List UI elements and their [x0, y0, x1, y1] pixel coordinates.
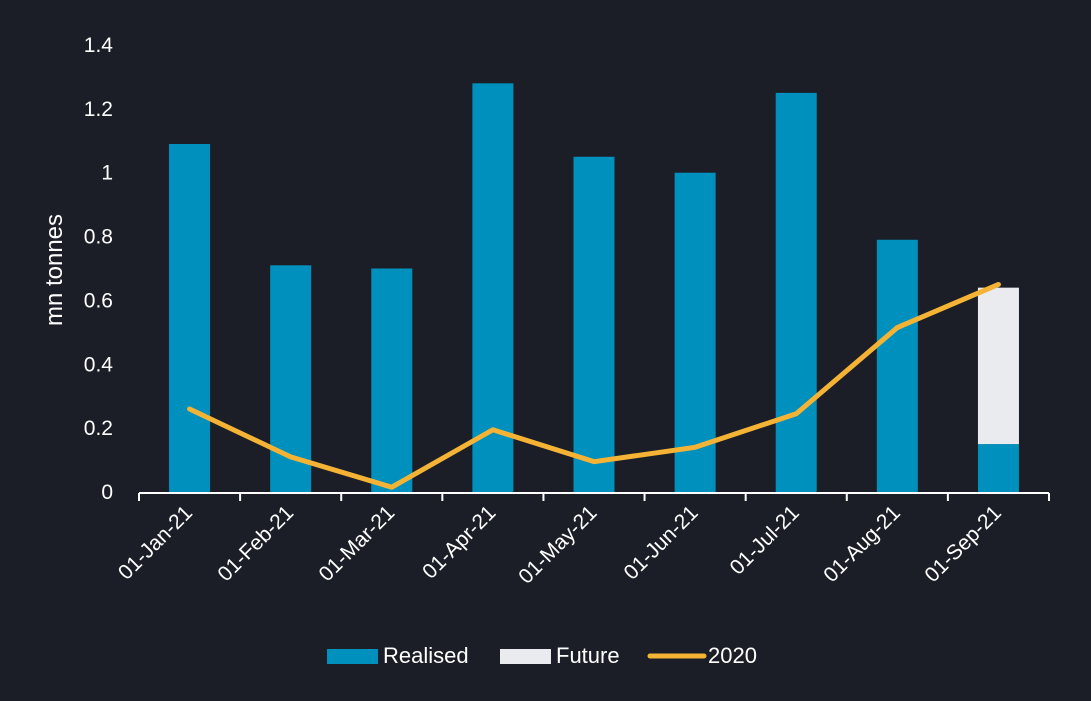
- y-tick-label: 0.6: [84, 289, 113, 312]
- y-tick-label: 0: [101, 481, 113, 504]
- bar-realised-01-Jul-21: [775, 92, 817, 493]
- bar-realised-01-May-21: [573, 156, 615, 492]
- legend-swatch-realised: [327, 649, 378, 664]
- bar-realised-01-Aug-21: [876, 239, 918, 492]
- x-tick-label: 01-Sep-21: [920, 501, 1006, 587]
- bar-future-01-Sep-21: [977, 287, 1019, 445]
- y-axis-tick-labels: 0 0.2 0.4 0.6 0.8 1 1.2 1.4: [84, 34, 114, 504]
- line-2020: [187, 281, 1001, 490]
- y-tick-label: 1: [101, 162, 113, 185]
- bar-realised-01-Apr-21: [472, 83, 514, 493]
- x-tick-label: 01-Jun-21: [620, 501, 703, 584]
- legend-label: Future: [556, 643, 620, 668]
- x-tick-label: 01-Mar-21: [315, 501, 400, 586]
- y-axis-title: mn tonnes: [41, 214, 68, 326]
- x-tick-label: 01-Feb-21: [213, 501, 298, 586]
- x-tick-label: 01-Apr-21: [418, 501, 500, 583]
- x-axis: [138, 492, 1050, 501]
- x-tick-label: 01-Jan-21: [114, 501, 197, 584]
- x-tick-label: 01-Jul-21: [726, 501, 804, 579]
- bar-realised-01-Jun-21: [674, 172, 716, 492]
- bars: [169, 83, 1019, 493]
- x-tick-label: 01-May-21: [514, 501, 601, 588]
- bar-realised-01-Sep-21: [977, 444, 1019, 492]
- x-tick-label: 01-Aug-21: [819, 501, 905, 587]
- y-tick-label: 0.2: [84, 417, 113, 440]
- line-series: [187, 281, 1001, 490]
- legend-swatch-future: [500, 649, 551, 664]
- legend-label: Realised: [383, 643, 469, 668]
- x-axis-tick-labels: 01-Jan-21 01-Feb-21 01-Mar-21 01-Apr-21 01-M…: [114, 501, 1006, 588]
- legend: Realised Future 2020: [327, 643, 757, 668]
- y-tick-label: 1.2: [84, 98, 113, 121]
- bar-realised-01-Mar-21: [371, 268, 413, 492]
- legend-label: 2020: [708, 643, 757, 668]
- y-tick-label: 0.8: [84, 226, 113, 249]
- y-tick-label: 0.4: [84, 353, 114, 376]
- y-tick-label: 1.4: [84, 34, 114, 57]
- bar-realised-01-Jan-21: [169, 143, 211, 492]
